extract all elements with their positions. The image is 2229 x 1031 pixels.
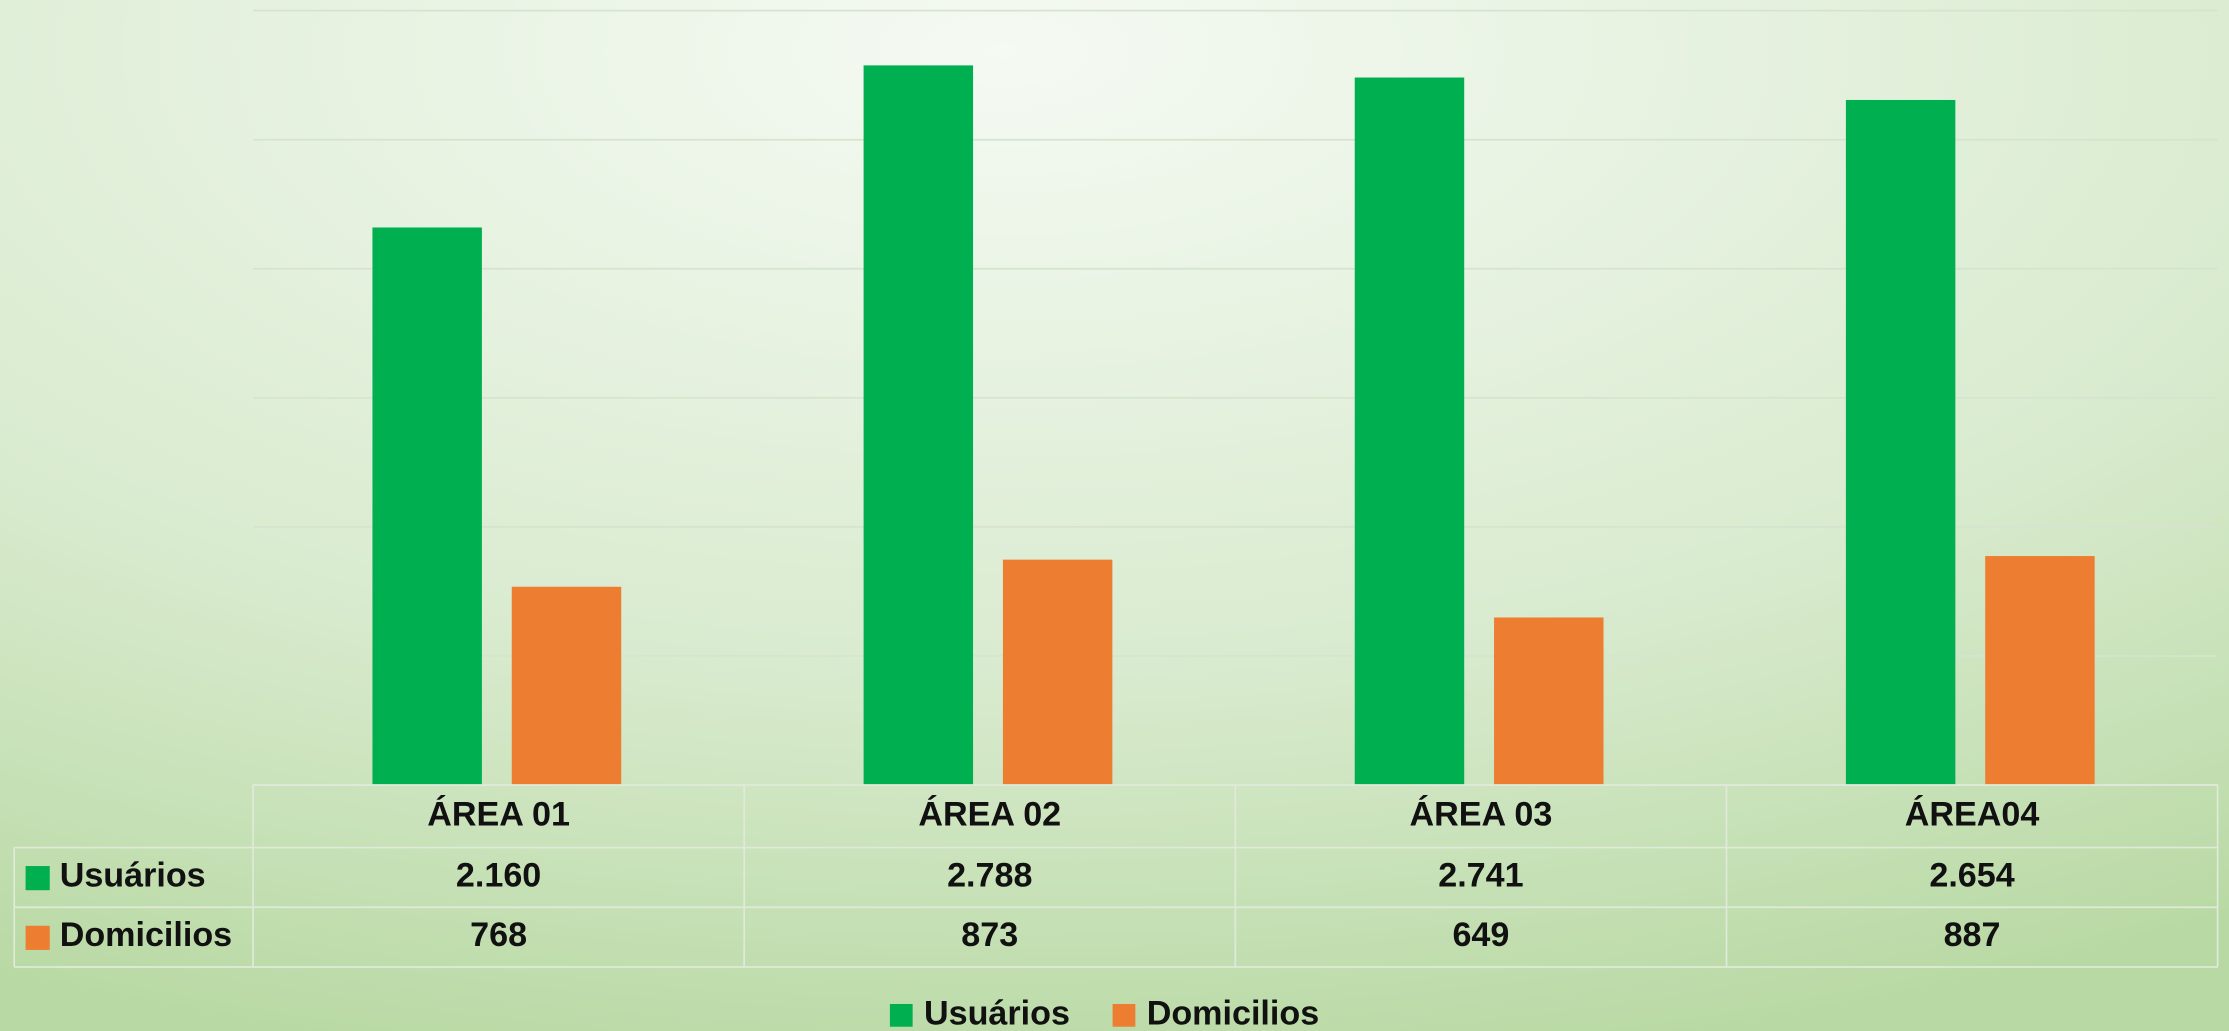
legend-label: Domicilios xyxy=(1147,994,1319,1031)
bar xyxy=(372,227,482,785)
table-legend-key xyxy=(25,866,50,891)
table-value: 887 xyxy=(1944,916,2001,954)
bar xyxy=(1985,556,2095,785)
legend-key xyxy=(889,1003,913,1027)
category-label: ÁREA 02 xyxy=(918,795,1061,833)
bar xyxy=(1002,559,1113,785)
table-value: 768 xyxy=(470,916,527,954)
table-legend-key xyxy=(25,925,50,950)
table-series-name: Domicilios xyxy=(60,916,232,954)
bar xyxy=(863,65,974,785)
category-label: ÁREA04 xyxy=(1905,795,2040,833)
table-series-name: Usuários xyxy=(60,856,206,894)
table-value: 649 xyxy=(1452,916,1509,954)
table-value: 873 xyxy=(961,916,1018,954)
table-value: 2.160 xyxy=(456,856,541,894)
table-value: 2.741 xyxy=(1438,856,1523,894)
legend-label: Usuários xyxy=(924,994,1070,1031)
legend-key xyxy=(1112,1003,1136,1027)
bar xyxy=(1845,99,1956,785)
bar xyxy=(1354,77,1465,785)
table-value: 2.788 xyxy=(947,856,1032,894)
bar xyxy=(1494,617,1604,785)
table-value: 2.654 xyxy=(1929,856,2014,894)
bar xyxy=(511,586,622,785)
category-label: ÁREA 01 xyxy=(427,795,570,833)
category-label: ÁREA 03 xyxy=(1410,795,1553,833)
